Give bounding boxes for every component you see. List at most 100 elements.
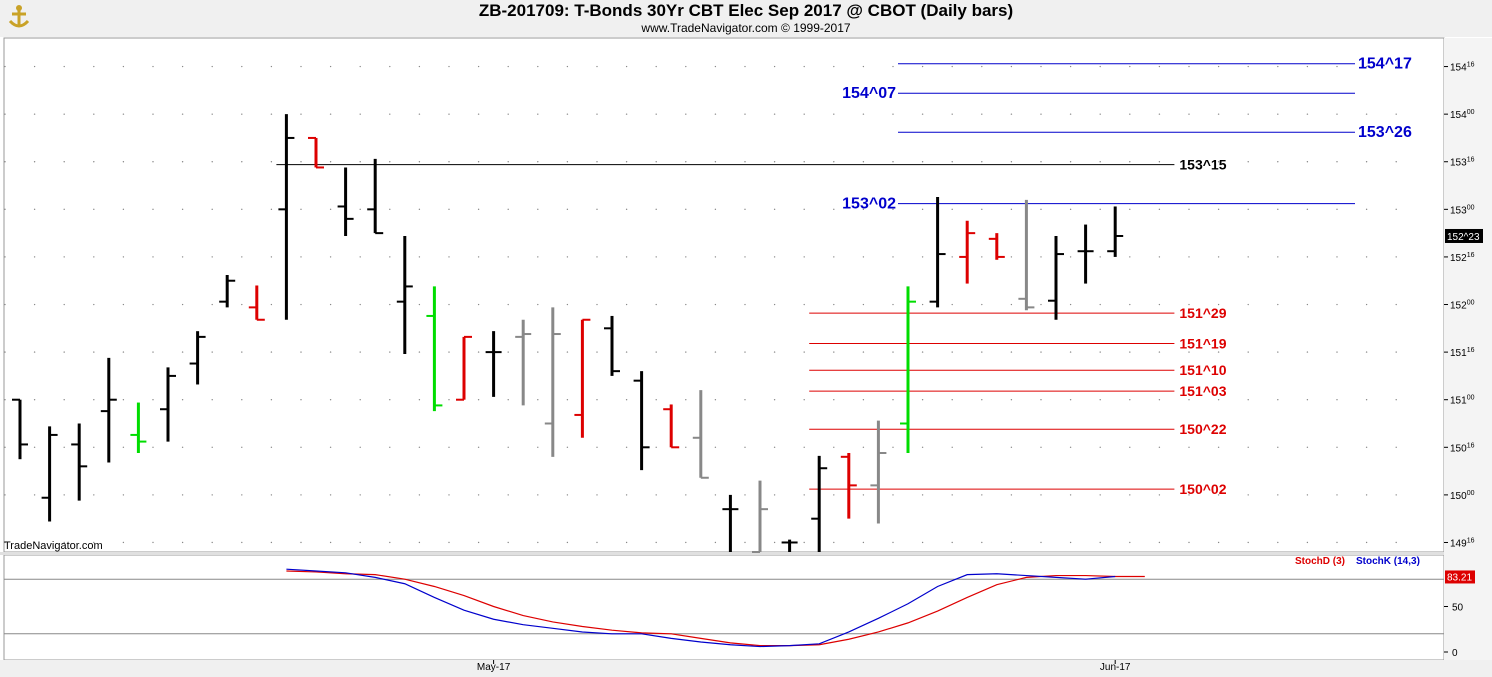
level-label: 151^29 <box>1179 305 1226 321</box>
price-panel <box>3 37 1445 553</box>
grid-dot <box>1306 303 1309 306</box>
grid-dot <box>862 351 865 353</box>
grid-dot <box>1217 399 1220 401</box>
grid-dot <box>122 541 125 544</box>
grid-dot <box>211 65 213 68</box>
grid-dot <box>1010 399 1013 401</box>
grid-dot <box>1365 256 1368 258</box>
grid-dot <box>685 541 687 544</box>
grid-dot <box>833 161 835 163</box>
grid-dot <box>1069 399 1072 401</box>
stochastic-last-label: 83.21 <box>1447 572 1472 583</box>
grid-dot <box>152 494 154 496</box>
grid-dot <box>1217 208 1220 211</box>
grid-dot <box>1306 446 1309 448</box>
grid-dot <box>981 494 983 496</box>
grid-dot <box>93 256 95 258</box>
grid-dot <box>448 446 450 448</box>
grid-dot <box>418 161 421 163</box>
grid-dot <box>981 113 983 115</box>
grid-dot <box>1040 256 1042 258</box>
grid-dot <box>300 351 302 353</box>
grid-dot <box>507 494 509 496</box>
grid-dot <box>389 303 391 306</box>
grid-dot <box>241 208 243 211</box>
level-label: 153^15 <box>1179 157 1226 173</box>
grid-dot <box>211 113 213 115</box>
grid-dot <box>389 256 391 258</box>
grid-dot <box>507 541 509 544</box>
grid-dot <box>4 256 6 258</box>
grid-dot <box>744 161 746 163</box>
grid-dot <box>773 256 776 258</box>
grid-dot <box>1336 113 1338 115</box>
grid-dot <box>1277 113 1279 115</box>
grid-dot <box>181 113 184 115</box>
grid-dot <box>1099 303 1101 306</box>
grid-dot <box>1099 113 1101 115</box>
grid-dot <box>892 113 894 115</box>
grid-dot <box>833 399 835 401</box>
grid-dot <box>389 161 391 163</box>
grid-dot <box>714 161 717 163</box>
grid-dot <box>241 303 243 306</box>
grid-dot <box>537 113 539 115</box>
grid-dot <box>211 161 213 163</box>
grid-dot <box>241 541 243 544</box>
grid-dot <box>981 399 983 401</box>
grid-dot <box>389 351 391 353</box>
grid-dot <box>685 256 687 258</box>
grid-dot <box>1188 256 1190 258</box>
grid-dot <box>1158 65 1161 68</box>
grid-dot <box>359 541 361 544</box>
grid-dot <box>537 399 539 401</box>
grid-dot <box>1277 494 1279 496</box>
grid-dot <box>477 65 480 68</box>
grid-dot <box>1188 494 1190 496</box>
grid-dot <box>1217 494 1220 496</box>
grid-dot <box>122 256 125 258</box>
grid-dot <box>1336 446 1338 448</box>
grid-dot <box>241 494 243 496</box>
grid-dot <box>1129 494 1131 496</box>
grid-dot <box>892 494 894 496</box>
grid-dot <box>122 161 125 163</box>
grid-dot <box>1158 351 1161 353</box>
grid-dot <box>1069 208 1072 211</box>
grid-dot <box>951 446 953 448</box>
grid-dot <box>1336 208 1338 211</box>
grid-dot <box>241 446 243 448</box>
grid-dot <box>1069 351 1072 353</box>
grid-dot <box>1365 494 1368 496</box>
grid-dot <box>359 256 361 258</box>
grid-dot <box>300 303 302 306</box>
grid-dot <box>566 65 569 68</box>
grid-dot <box>4 351 6 353</box>
grid-dot <box>181 303 184 306</box>
grid-dot <box>1395 446 1397 448</box>
grid-dot <box>744 446 746 448</box>
grid-dot <box>63 494 65 496</box>
grid-dot <box>1129 399 1131 401</box>
grid-dot <box>4 113 6 115</box>
grid-dot <box>1217 256 1220 258</box>
grid-dot <box>93 541 95 544</box>
grid-dot <box>359 351 361 353</box>
grid-dot <box>33 494 36 496</box>
grid-dot <box>714 446 717 448</box>
grid-dot <box>566 256 569 258</box>
grid-dot <box>270 351 273 353</box>
grid-dot <box>951 303 953 306</box>
grid-dot <box>537 256 539 258</box>
grid-dot <box>1306 494 1309 496</box>
grid-dot <box>1010 494 1013 496</box>
grid-dot <box>270 256 273 258</box>
grid-dot <box>1306 541 1309 544</box>
grid-dot <box>537 541 539 544</box>
grid-dot <box>892 208 894 211</box>
grid-dot <box>981 351 983 353</box>
grid-dot <box>803 208 805 211</box>
grid-dot <box>1365 399 1368 401</box>
grid-dot <box>1129 65 1131 68</box>
grid-dot <box>1158 113 1161 115</box>
